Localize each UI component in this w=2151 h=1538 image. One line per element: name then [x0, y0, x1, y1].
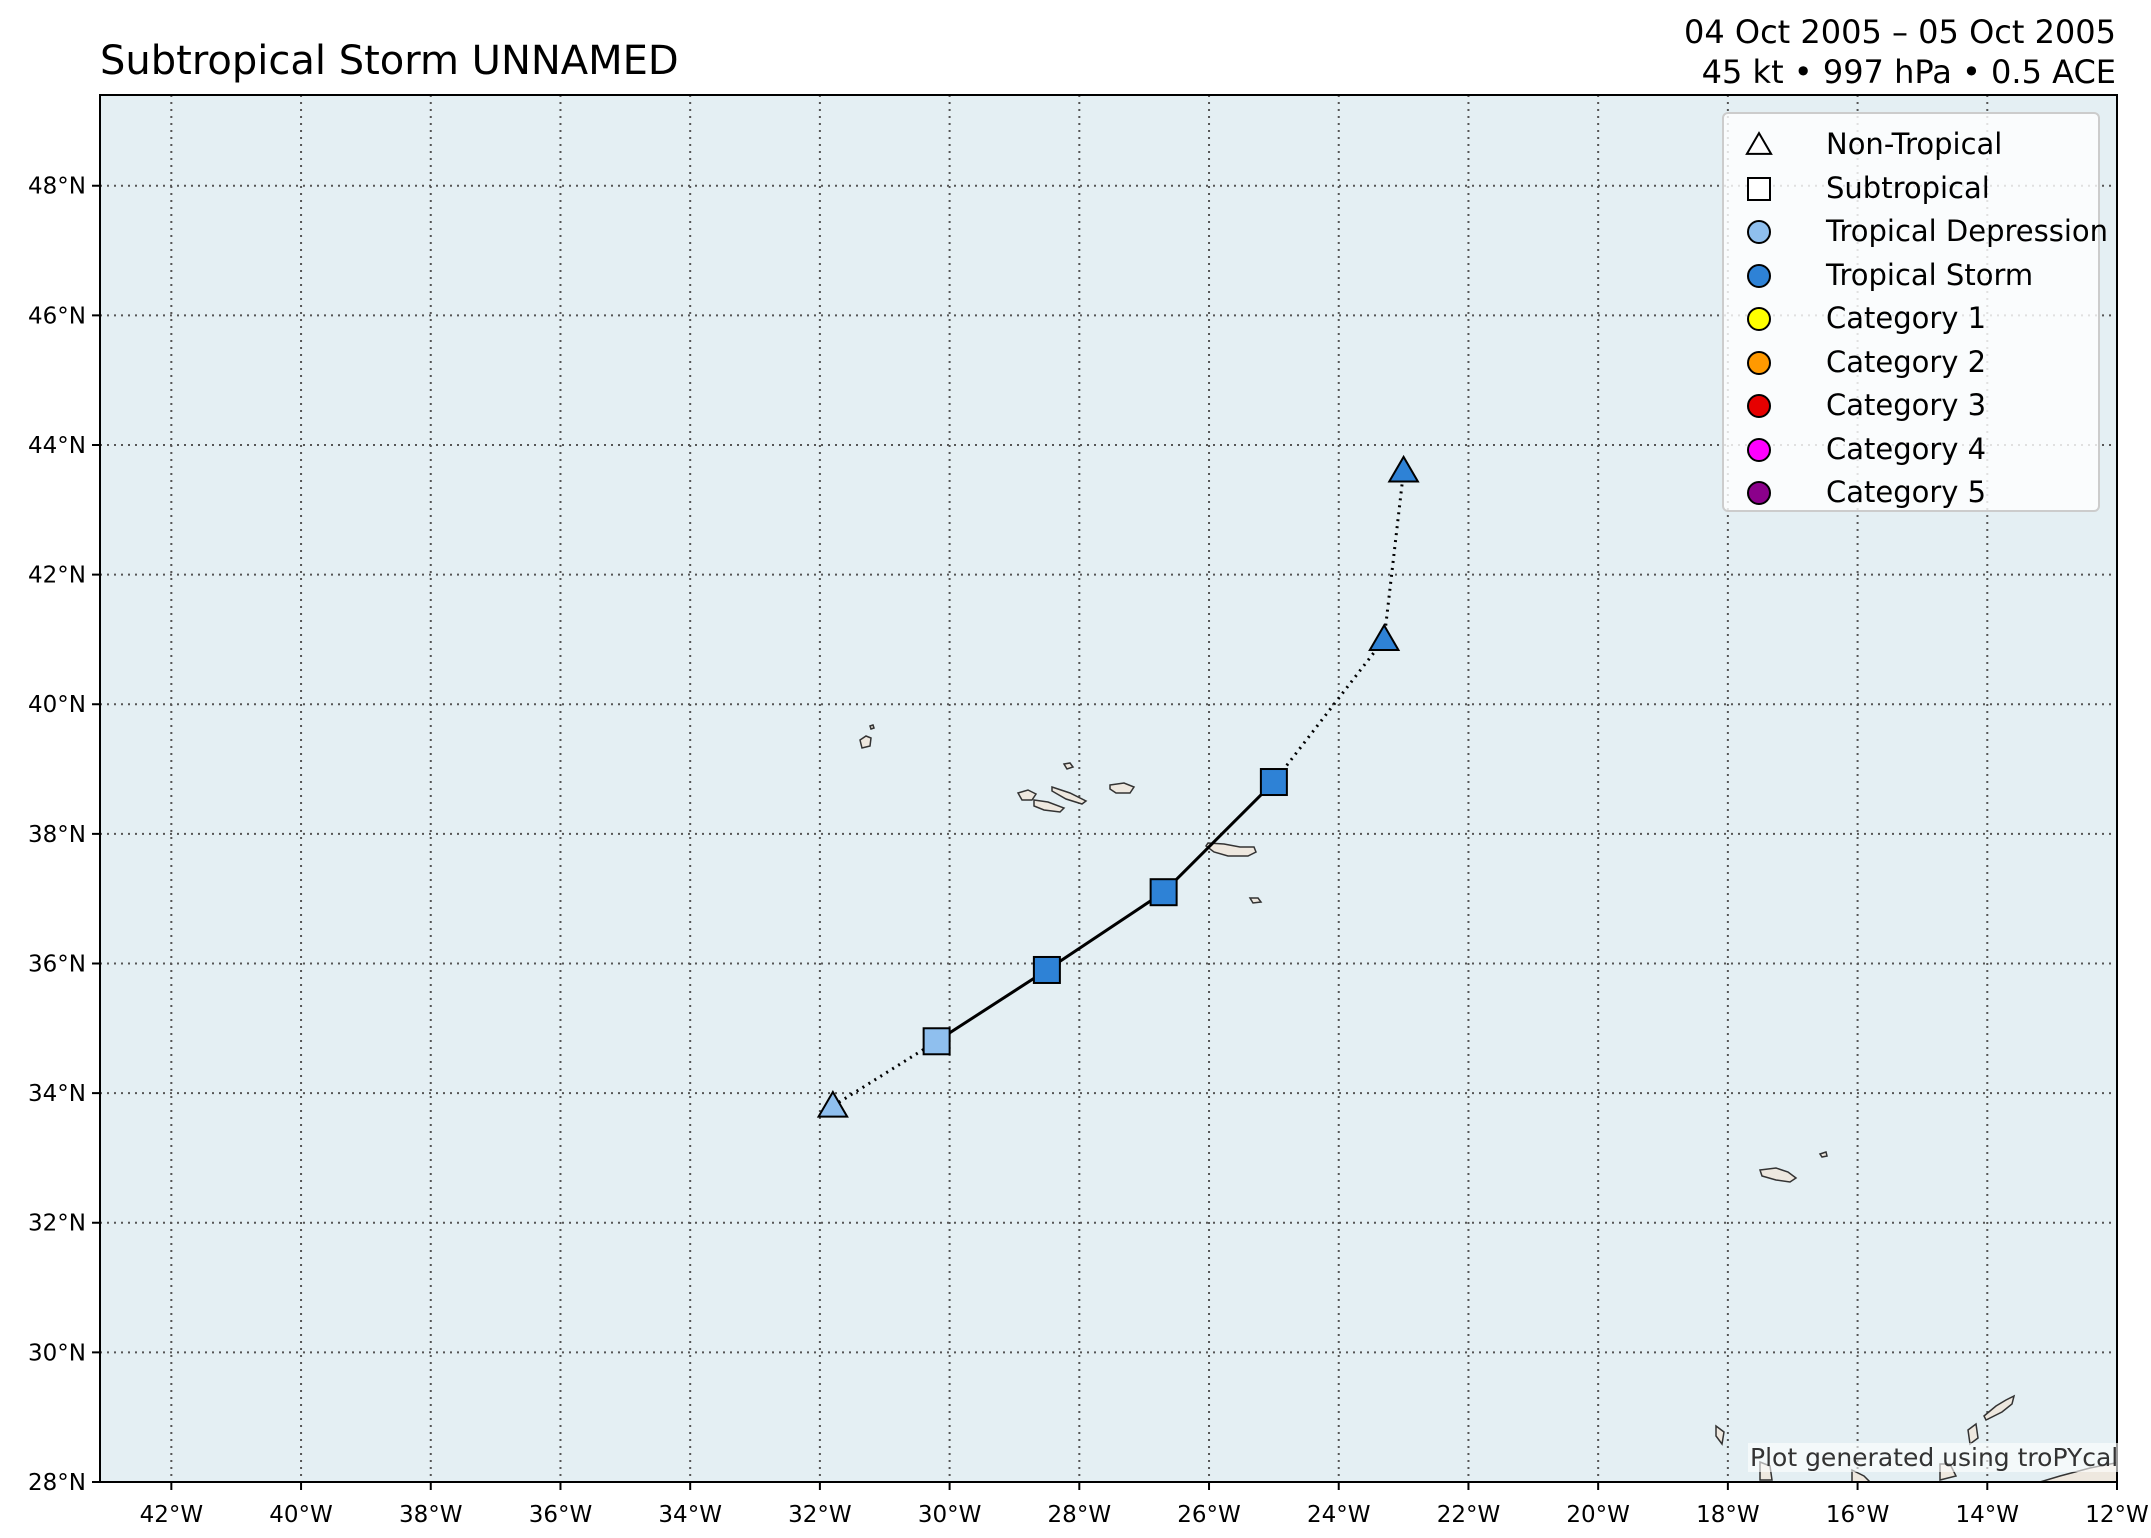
credit-text: Plot generated using troPYcal [1748, 1443, 2121, 1472]
track-point [1368, 623, 1401, 651]
lon-tick-label: 24°W [1307, 1502, 1371, 1528]
legend-label: Subtropical [1826, 170, 1990, 205]
lon-tick-label: 30°W [918, 1502, 982, 1528]
track-point [1387, 454, 1420, 483]
island-flores [859, 724, 875, 749]
graticule [100, 95, 2117, 1482]
track-point [1032, 955, 1061, 984]
legend-square-icon [1747, 176, 1771, 201]
legend-circle-icon [1747, 263, 1771, 288]
legend-label: Tropical Depression [1826, 214, 2109, 248]
lat-tick-label: 44°N [28, 433, 86, 459]
legend-label: Category 4 [1826, 431, 1987, 466]
storm-summary: 04 Oct 2005 – 05 Oct 2005 45 kt • 997 hP… [1684, 12, 2116, 92]
island-sao-miguel [1204, 842, 1257, 857]
legend-label: Non-Tropical [1826, 127, 2003, 161]
lat-tick-label: 28°N [28, 1470, 86, 1496]
lon-tick-label: 20°W [1566, 1502, 1630, 1528]
legend-item: Category 3 [1724, 385, 2098, 425]
lon-tick-label: 40°W [269, 1502, 333, 1528]
island-porto-santo [1818, 1151, 1828, 1158]
lat-tick-label: 42°N [28, 563, 86, 589]
legend-circle-icon [1747, 437, 1771, 462]
track-point [1259, 768, 1288, 797]
legend-item: Non-Tropical [1724, 124, 2098, 164]
legend-label: Category 2 [1826, 344, 1987, 379]
legend-label: Category 1 [1826, 301, 1987, 335]
legend-triangle-icon [1745, 131, 1773, 155]
legend-marker [1747, 220, 1771, 244]
legend-item: Category 4 [1724, 429, 2098, 469]
legend-item: Category 1 [1724, 298, 2098, 338]
legend-marker [1747, 394, 1771, 418]
lat-tick-label: 36°N [28, 951, 86, 977]
legend-item: Subtropical [1724, 168, 2098, 208]
legend-label: Category 5 [1826, 475, 1987, 509]
lon-tick-label: 34°W [658, 1502, 722, 1528]
island-pico [1033, 799, 1066, 813]
island-fuerteventura [1983, 1394, 2016, 1422]
map-title: Subtropical Storm UNNAMED [100, 38, 679, 84]
storm-stats: 45 kt • 997 hPa • 0.5 ACE [1701, 53, 2116, 91]
lon-tick-label: 36°W [529, 1502, 593, 1528]
lat-tick-label: 40°N [28, 692, 86, 718]
date-range: 04 Oct 2005 – 05 Oct 2005 [1684, 13, 2116, 51]
lat-tick-label: 46°N [28, 303, 86, 329]
legend-item: Tropical Storm [1724, 255, 2098, 295]
legend-marker [1747, 307, 1771, 331]
lon-tick-label: 12°W [2085, 1502, 2149, 1528]
legend-marker [1747, 481, 1771, 505]
lat-tick-label: 30°N [28, 1340, 86, 1366]
legend-circle-icon [1747, 350, 1771, 375]
lat-tick-label: 34°N [28, 1081, 86, 1107]
legend-label: Tropical Storm [1826, 257, 2034, 292]
island-madeira [1758, 1167, 1798, 1183]
lon-tick-label: 28°W [1048, 1502, 1112, 1528]
map-frame [99, 94, 2118, 1483]
legend-marker [1747, 263, 1771, 288]
legend-circle-icon [1747, 394, 1771, 418]
legend-label: Category 3 [1826, 388, 1987, 422]
legend-circle-icon [1747, 307, 1771, 331]
legend-circle-icon [1747, 220, 1771, 244]
lat-tick-label: 48°N [28, 174, 86, 200]
lon-tick-label: 26°W [1177, 1502, 1241, 1528]
track-point [922, 1027, 951, 1056]
lon-tick-label: 22°W [1437, 1502, 1501, 1528]
track-segment [1382, 470, 1406, 640]
legend-item: Tropical Depression [1724, 211, 2108, 251]
legend-marker [1745, 131, 1773, 155]
track-segment [1162, 780, 1275, 894]
lat-tick-label: 32°N [28, 1211, 86, 1237]
lon-tick-label: 32°W [788, 1502, 852, 1528]
lon-tick-label: 42°W [140, 1502, 204, 1528]
island-terceira [1109, 782, 1136, 794]
island-tenerife [1851, 1468, 1872, 1482]
legend-circle-icon [1747, 481, 1771, 505]
legend-marker [1747, 350, 1771, 375]
lon-tick-label: 38°W [399, 1502, 463, 1528]
track-point [1149, 878, 1178, 907]
lat-tick-label: 38°N [28, 822, 86, 848]
legend-marker [1747, 437, 1771, 462]
island-santa-maria [1248, 897, 1263, 904]
island-canary-west [1715, 1424, 1725, 1446]
track-segment [935, 968, 1048, 1043]
legend-item: Category 2 [1724, 342, 2098, 382]
lon-tick-label: 14°W [1956, 1502, 2020, 1528]
legend: Non-Tropical Subtropical Tropical Depressi… [1722, 112, 2108, 512]
storm-track [816, 454, 1420, 1118]
island-faial [1016, 789, 1038, 801]
legend-item: Category 5 [1724, 472, 2098, 512]
axis-ticks: 42°W 40°W 38°W 36°W 34°W 32°W 30°W 28°W 26°W 24°W… [28, 174, 2149, 1528]
lon-tick-label: 16°W [1826, 1502, 1890, 1528]
legend-marker [1747, 176, 1771, 201]
track-point [816, 1090, 849, 1118]
island-sao-jorge [1051, 785, 1088, 805]
track-segment [1046, 890, 1165, 972]
island-graciosa [1062, 762, 1075, 770]
lon-tick-label: 18°W [1696, 1502, 1760, 1528]
